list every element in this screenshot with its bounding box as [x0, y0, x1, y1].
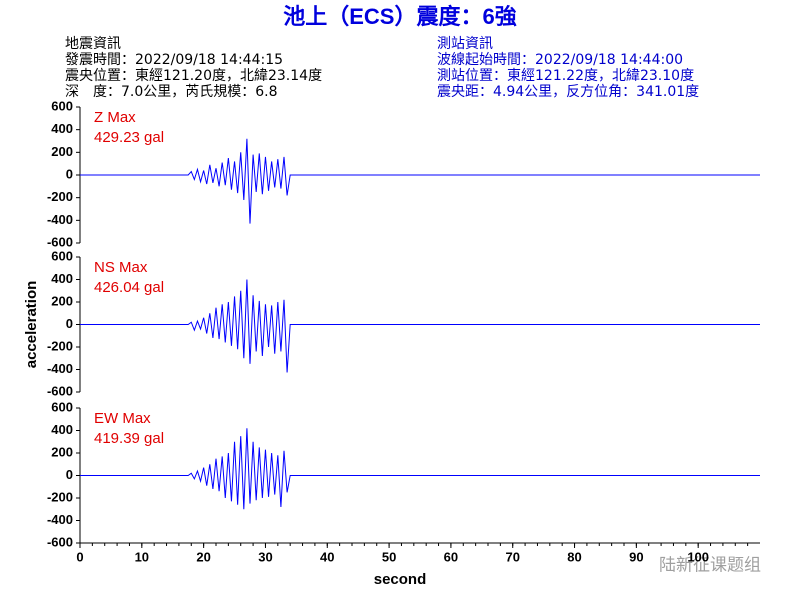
y-tick-label: 600 [51, 399, 73, 414]
y-tick-label: -400 [47, 361, 73, 376]
y-tick-label: 200 [51, 444, 73, 459]
info-line: 地震資訊 [65, 36, 121, 52]
watermark: 陆新征课题组 [659, 555, 761, 574]
legend-label: NS Max [94, 259, 148, 276]
info-line: 震央距：4.94公里，反方位角：341.01度 [437, 84, 699, 100]
y-tick-label: 400 [51, 271, 73, 286]
y-axis-label: acceleration [23, 281, 40, 369]
trace [80, 428, 760, 510]
y-tick-label: -200 [47, 338, 73, 353]
y-tick-label: -400 [47, 512, 73, 527]
legend-label: Z Max [94, 109, 136, 126]
info-line: 發震時間：2022/09/18 14:44:15 [65, 52, 283, 68]
y-tick-label: -600 [47, 534, 73, 549]
y-tick-label: 600 [51, 248, 73, 263]
x-tick-label: 80 [567, 549, 581, 564]
y-tick-label: 400 [51, 422, 73, 437]
y-tick-label: 0 [66, 467, 73, 482]
y-tick-label: 200 [51, 293, 73, 308]
y-tick-label: 200 [51, 144, 73, 159]
legend-label: EW Max [94, 410, 151, 427]
y-tick-label: -200 [47, 489, 73, 504]
max-value: 419.39 gal [94, 430, 164, 447]
chart-title: 池上（ECS）震度：6強 [283, 4, 516, 29]
x-tick-label: 40 [320, 549, 334, 564]
info-line: 測站位置：東經121.22度，北緯23.10度 [437, 68, 694, 84]
trace [80, 138, 760, 224]
x-tick-label: 10 [135, 549, 149, 564]
trace [80, 279, 760, 373]
max-value: 429.23 gal [94, 129, 164, 146]
info-line: 波線起始時間：2022/09/18 14:44:00 [437, 52, 683, 68]
y-tick-label: 0 [66, 316, 73, 331]
x-tick-label: 30 [258, 549, 272, 564]
max-value: 426.04 gal [94, 279, 164, 296]
x-tick-label: 50 [382, 549, 396, 564]
x-tick-label: 60 [444, 549, 458, 564]
x-tick-label: 20 [196, 549, 210, 564]
y-tick-label: -600 [47, 234, 73, 249]
x-tick-label: 0 [76, 549, 83, 564]
x-tick-label: 90 [629, 549, 643, 564]
y-tick-label: -400 [47, 212, 73, 227]
y-tick-label: 0 [66, 166, 73, 181]
info-line: 震央位置：東經121.20度，北緯23.14度 [65, 68, 322, 84]
y-tick-label: -600 [47, 383, 73, 398]
y-tick-label: 600 [51, 98, 73, 113]
info-line: 深 度：7.0公里，芮氏規模：6.8 [65, 83, 278, 100]
x-tick-label: 70 [505, 549, 519, 564]
x-axis-label: second [374, 571, 427, 588]
y-tick-label: 400 [51, 121, 73, 136]
x-tick-label: 100 [687, 549, 709, 564]
info-line: 測站資訊 [437, 36, 493, 52]
y-tick-label: -200 [47, 189, 73, 204]
